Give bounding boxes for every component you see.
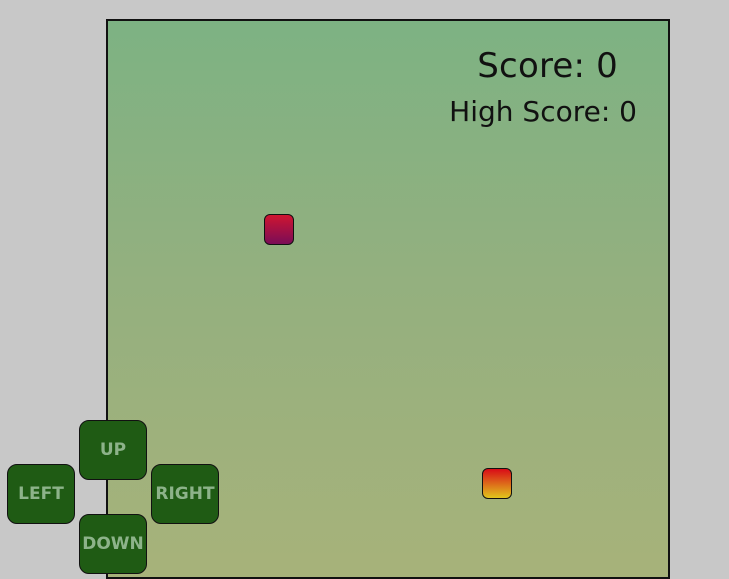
- down-button[interactable]: DOWN: [79, 514, 147, 574]
- up-button[interactable]: UP: [79, 420, 147, 480]
- high-score-text: High Score: 0: [449, 95, 637, 128]
- game-tile: [482, 468, 512, 499]
- game-tile: [264, 214, 294, 245]
- left-button[interactable]: LEFT: [7, 464, 75, 524]
- right-button[interactable]: RIGHT: [151, 464, 219, 524]
- score-text: Score: 0: [477, 46, 618, 86]
